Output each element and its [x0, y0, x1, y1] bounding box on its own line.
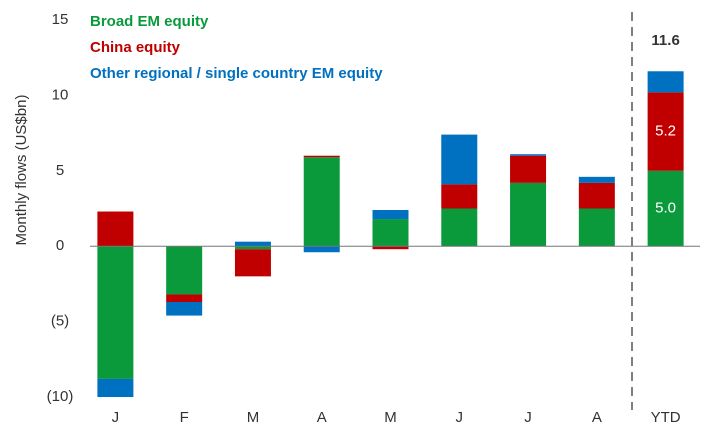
y-axis-label: Monthly flows (US$bn) [13, 95, 30, 246]
value-label: 5.0 [655, 199, 676, 216]
x-tick-label: M [384, 409, 397, 425]
y-tick-label: 5 [56, 162, 64, 179]
bar-segment [372, 246, 409, 250]
x-tick-label: J [456, 409, 464, 425]
y-tick-label: (5) [51, 313, 69, 330]
bar-segment [234, 241, 271, 247]
bar-segment [578, 176, 615, 183]
x-tick-label: J [112, 409, 120, 425]
x-tick-label: YTD [651, 409, 681, 425]
bar-segment [578, 208, 615, 247]
bar-segment [647, 71, 684, 93]
bar-segment [372, 219, 409, 247]
bar-segment [97, 246, 134, 379]
total-label: 11.6 [651, 32, 679, 49]
bar-segment [441, 134, 478, 185]
bar-segment [303, 155, 340, 158]
bar-segment [303, 246, 340, 253]
bar-segment [372, 210, 409, 220]
bar-segment [166, 246, 203, 295]
x-tick-label: M [247, 409, 260, 425]
y-tick-label: (10) [47, 388, 74, 405]
legend-entry: China equity [90, 39, 181, 56]
y-tick-label: 0 [56, 237, 64, 254]
x-tick-label: A [592, 409, 602, 425]
bar-segment [303, 157, 340, 247]
x-tick-label: A [317, 409, 327, 425]
bar-segment [647, 92, 684, 171]
bar-segment [97, 211, 134, 247]
bar-segment [234, 246, 271, 250]
bar-segment [510, 154, 547, 156]
bar-segment [441, 184, 478, 209]
legend-entry: Other regional / single country EM equit… [90, 65, 383, 82]
bar-segment [441, 208, 478, 247]
legend-entry: Broad EM equity [90, 13, 209, 30]
x-tick-label: F [180, 409, 189, 425]
bar-segment [578, 182, 615, 209]
bar-segment [234, 249, 271, 277]
y-tick-label: 10 [52, 86, 69, 103]
bar-segment [166, 294, 203, 302]
bar-segment [647, 170, 684, 247]
bar-segment [510, 155, 547, 183]
bar-segment [97, 378, 134, 397]
bar-segment [166, 301, 203, 316]
y-tick-label: 15 [52, 11, 69, 28]
value-label: 5.2 [655, 123, 676, 140]
x-tick-label: J [524, 409, 532, 425]
bar-segment [510, 182, 547, 247]
